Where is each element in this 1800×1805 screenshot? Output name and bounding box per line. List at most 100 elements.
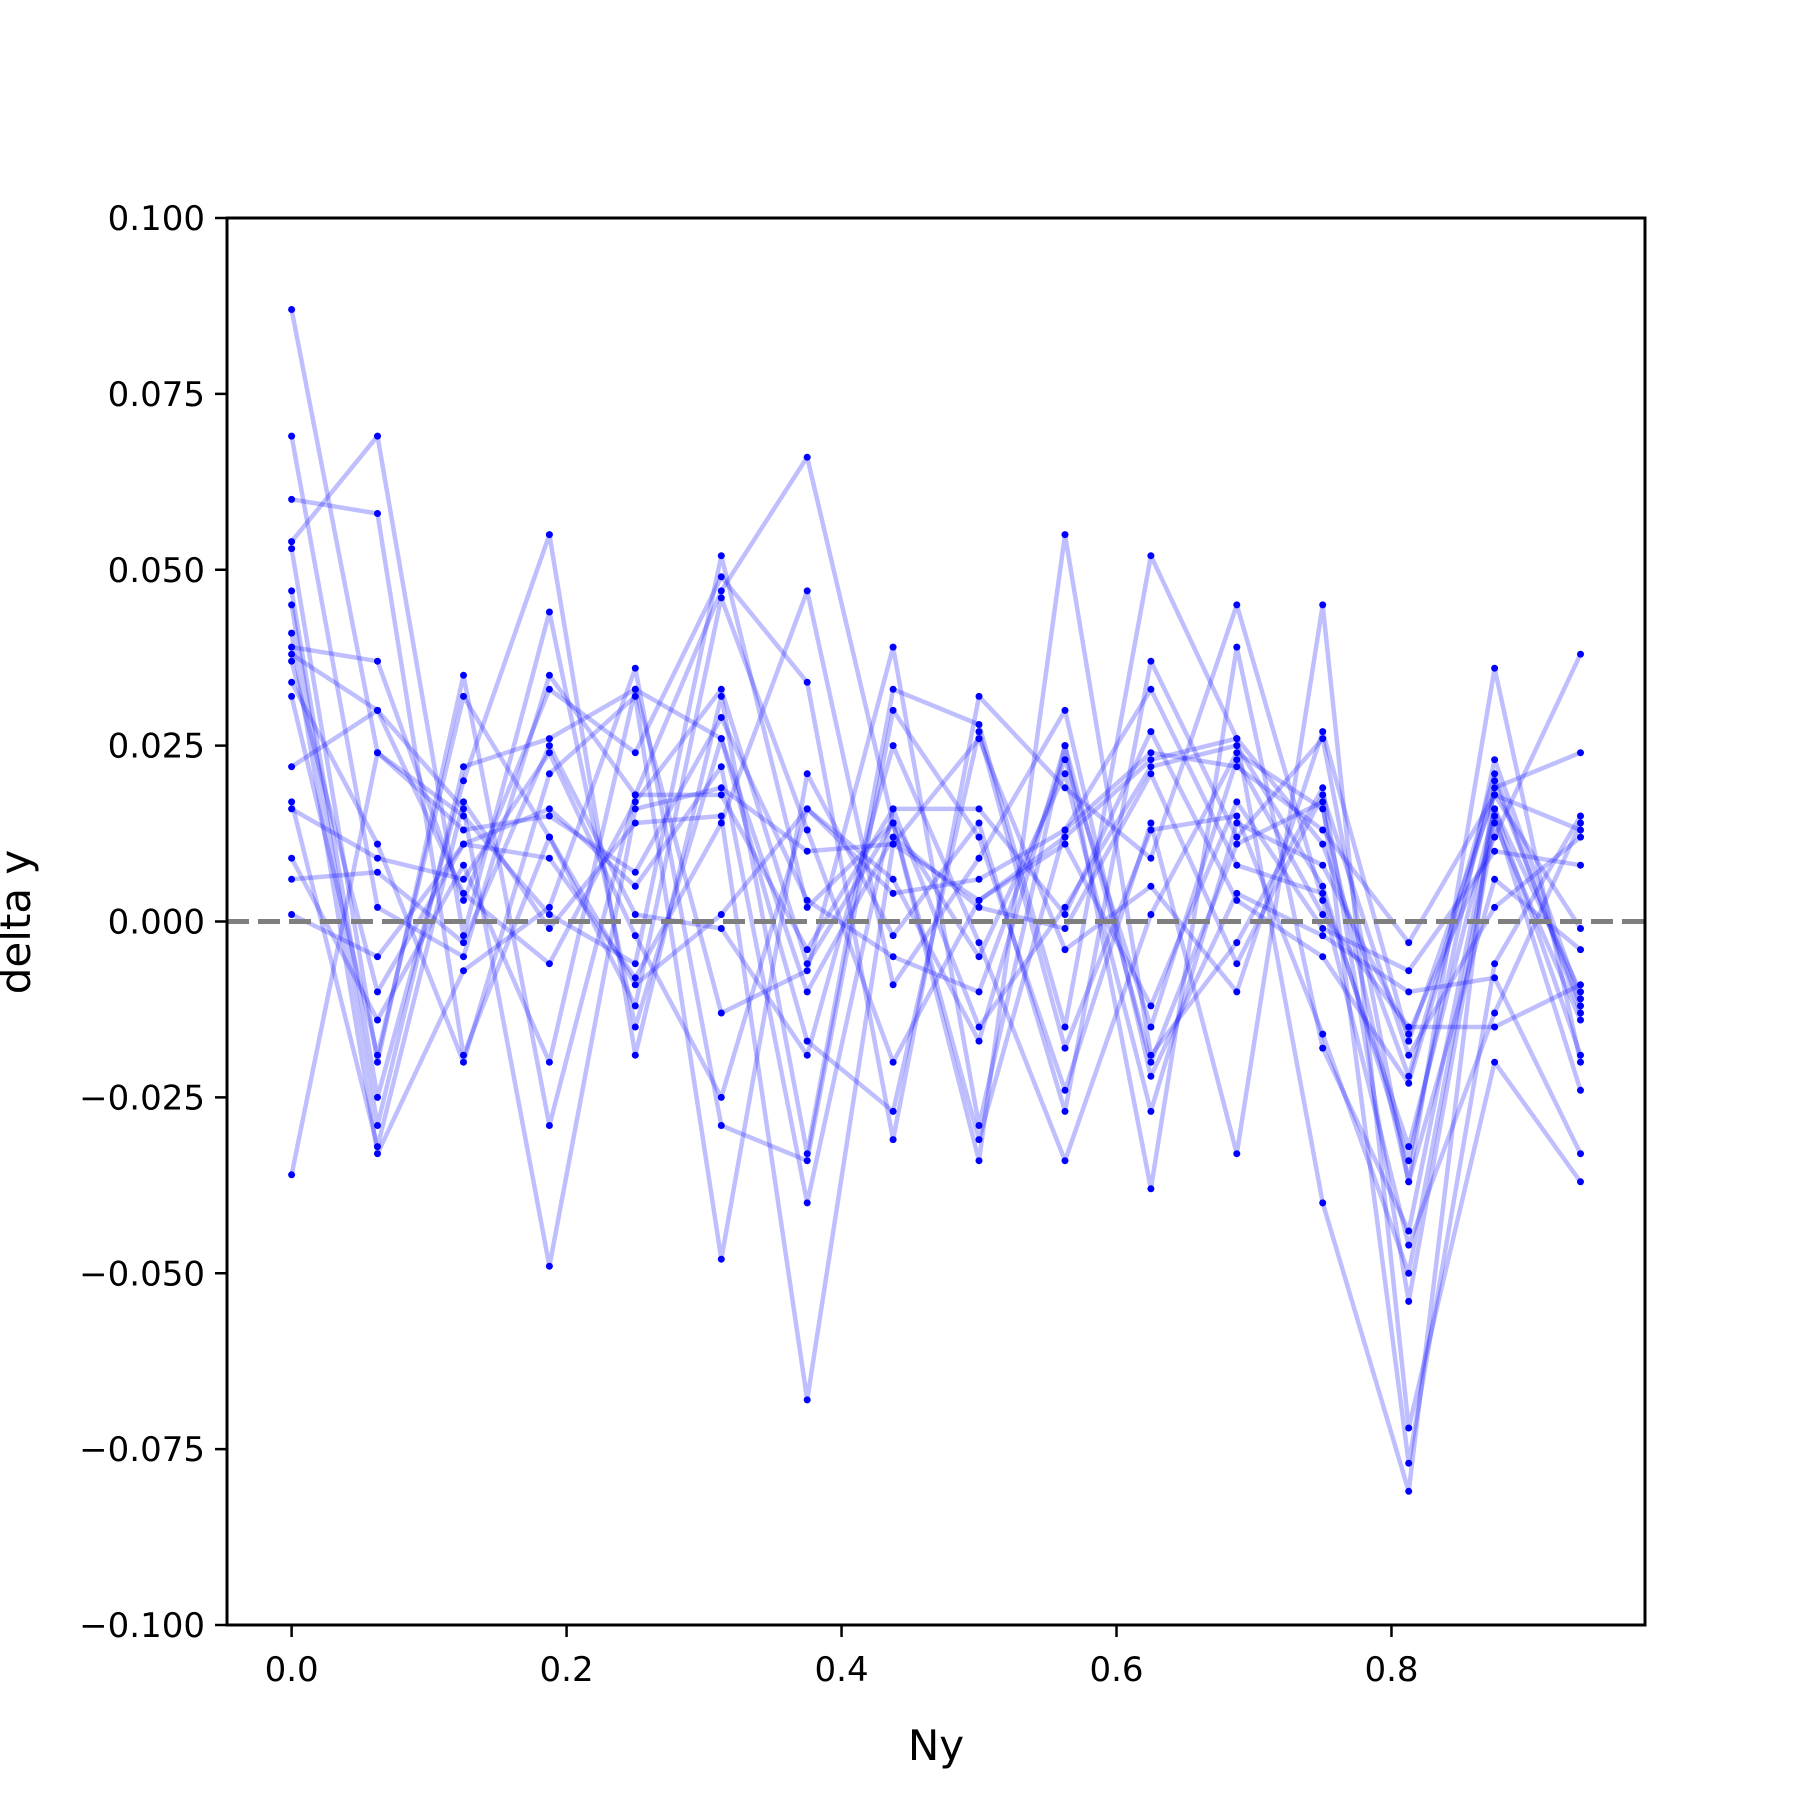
data-point [545, 735, 553, 743]
data-point [545, 903, 553, 911]
x-tick-label: 0.4 [815, 1650, 869, 1690]
data-point [1577, 812, 1584, 820]
data-point [545, 742, 553, 750]
data-point [631, 798, 639, 806]
data-point [1405, 1241, 1413, 1249]
data-point [803, 847, 811, 855]
data-point [545, 1262, 553, 1270]
data-point [1405, 1424, 1413, 1432]
data-point [1061, 925, 1069, 932]
data-point [1319, 925, 1327, 932]
data-point [631, 981, 639, 989]
data-point [1061, 706, 1069, 714]
y-tick-label: 0.025 [108, 727, 205, 767]
data-point [803, 896, 811, 904]
data-point [545, 812, 553, 820]
data-point [889, 706, 897, 714]
data-point [374, 657, 381, 665]
data-point [975, 1157, 983, 1165]
data-point [1491, 833, 1499, 841]
data-point [374, 749, 381, 757]
y-tick-label: 0.100 [108, 199, 205, 239]
data-point [1405, 1297, 1413, 1305]
data-point [1147, 819, 1155, 827]
data-point [545, 911, 553, 918]
data-point [803, 1157, 811, 1165]
data-point [374, 1143, 381, 1151]
data-point [1319, 911, 1327, 918]
data-point [460, 840, 467, 848]
data-point [803, 453, 811, 461]
data-point [717, 911, 725, 918]
data-point [374, 1150, 381, 1158]
data-point [1405, 1051, 1413, 1059]
data-point [803, 826, 811, 834]
data-point [1061, 1107, 1069, 1115]
data-point [545, 805, 553, 813]
data-point [1405, 1157, 1413, 1165]
data-point [1577, 1002, 1584, 1010]
data-point [288, 643, 296, 651]
data-point [889, 875, 897, 883]
data-point [288, 650, 296, 658]
data-point [460, 805, 467, 813]
data-point [1147, 854, 1155, 862]
data-point [631, 819, 639, 827]
data-point [631, 974, 639, 982]
series-line-6 [289, 532, 1583, 1494]
data-point [975, 896, 983, 904]
y-tick-label: 0.050 [108, 551, 205, 591]
data-point [631, 932, 639, 940]
data-point [803, 1199, 811, 1207]
data-point [460, 812, 467, 820]
data-point [1405, 1079, 1413, 1087]
data-point [975, 819, 983, 827]
data-point [545, 1058, 553, 1066]
data-point [631, 960, 639, 968]
data-point [374, 903, 381, 911]
data-point [1233, 763, 1241, 771]
data-point [1233, 819, 1241, 827]
data-point [1319, 826, 1327, 834]
data-point [1577, 946, 1584, 954]
data-point [1061, 1157, 1069, 1165]
data-point [631, 882, 639, 890]
data-point [717, 819, 725, 827]
data-point [288, 1171, 296, 1179]
data-point [975, 1122, 983, 1129]
data-point [1319, 1030, 1327, 1038]
data-point [460, 932, 467, 940]
data-point [1577, 650, 1584, 658]
data-point [631, 685, 639, 693]
data-point [460, 1051, 467, 1059]
x-tick-label: 0.2 [540, 1650, 594, 1690]
data-point [374, 854, 381, 862]
data-point [545, 854, 553, 862]
series-line-12 [289, 658, 1583, 1262]
data-point [288, 875, 296, 883]
data-point [545, 960, 553, 968]
data-point [975, 953, 983, 961]
data-point [1061, 840, 1069, 848]
data-point [1061, 833, 1069, 841]
data-point [1319, 932, 1327, 940]
series-line-18 [291, 743, 1582, 1185]
data-point [1491, 770, 1499, 778]
data-point [1147, 826, 1155, 834]
data-point [1577, 988, 1584, 996]
data-point [803, 1396, 811, 1404]
data-point [1491, 1023, 1499, 1031]
data-point [1491, 756, 1499, 764]
data-point [1233, 756, 1241, 764]
data-point [374, 868, 381, 876]
x-axis-ticks: 0.0 0.2 0.4 0.6 0.8 [265, 1625, 1419, 1690]
data-point [1061, 946, 1069, 954]
data-point [545, 770, 553, 778]
data-point [1491, 784, 1499, 792]
series-layer [288, 306, 1584, 1495]
data-point [1319, 889, 1327, 897]
data-point [803, 770, 811, 778]
data-point [889, 840, 897, 848]
data-point [1147, 1058, 1155, 1066]
data-point [545, 671, 553, 679]
